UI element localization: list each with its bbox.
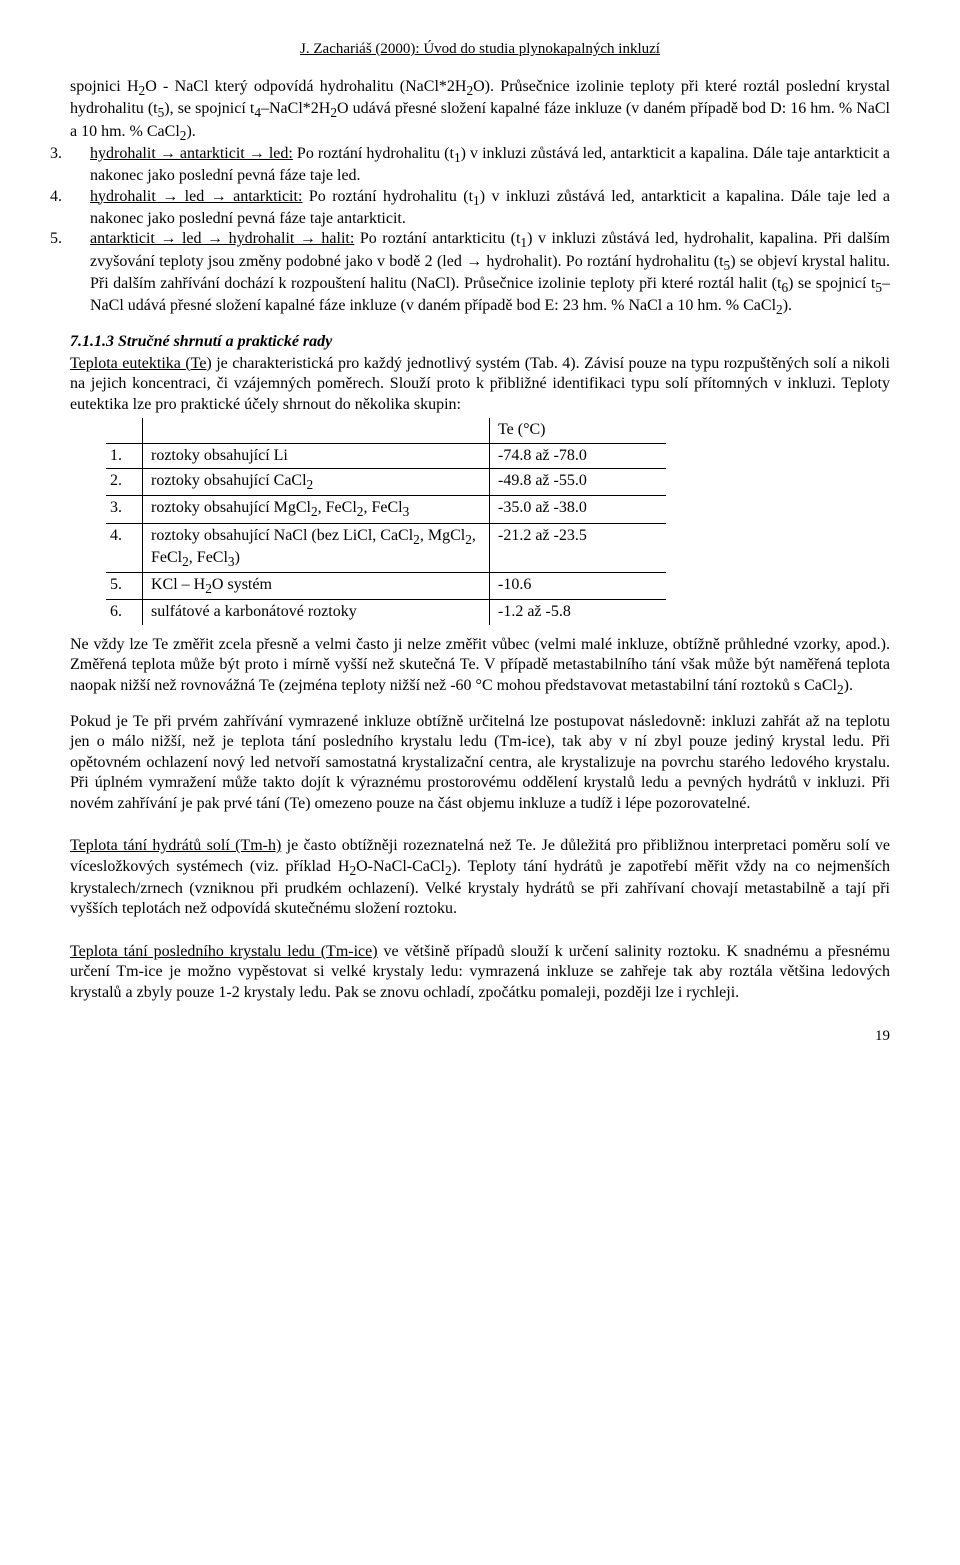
table-row: 4. roztoky obsahující NaCl (bez LiCl, Ca… <box>106 523 666 572</box>
table-cell: -49.8 až -55.0 <box>490 469 667 496</box>
table-cell: -74.8 až -78.0 <box>490 443 667 468</box>
para-te-note: Ne vždy lze Te změřit zcela přesně a vel… <box>70 635 890 698</box>
table-row: 1. roztoky obsahující Li -74.8 až -78.0 <box>106 443 666 468</box>
table-cell: KCl – H2O systém <box>143 572 490 599</box>
table-cell: roztoky obsahující NaCl (bez LiCl, CaCl2… <box>143 523 490 572</box>
table-cell: sulfátové a karbonátové roztoky <box>143 600 490 625</box>
table-cell: roztoky obsahující Li <box>143 443 490 468</box>
table-cell: 6. <box>106 600 143 625</box>
intro-part-4: 4.hydrohalit → led → antarkticit: Po roz… <box>90 187 890 230</box>
table-cell: roztoky obsahující MgCl2, FeCl2, FeCl3 <box>143 496 490 523</box>
table-row: 2. roztoky obsahující CaCl2 -49.8 až -55… <box>106 469 666 496</box>
section-title: 7.1.1.3 Stručné shrnutí a praktické rady <box>70 332 890 352</box>
table-cell: roztoky obsahující CaCl2 <box>143 469 490 496</box>
page-number: 19 <box>70 1027 890 1046</box>
eutectic-table: Te (°C) 1. roztoky obsahující Li -74.8 a… <box>106 418 666 625</box>
table-row: 5. KCl – H2O systém -10.6 <box>106 572 666 599</box>
table-cell: 1. <box>106 443 143 468</box>
table-cell: Te (°C) <box>490 418 667 443</box>
intro-part-3: 3.hydrohalit → antarkticit → led: Po roz… <box>90 144 890 187</box>
table-cell <box>106 418 143 443</box>
running-header: J. Zachariáš (2000): Úvod do studia plyn… <box>70 40 890 59</box>
table-cell: -10.6 <box>490 572 667 599</box>
table-row: 3. roztoky obsahující MgCl2, FeCl2, FeCl… <box>106 496 666 523</box>
intro-part-0: spojnici H2O - NaCl který odpovídá hydro… <box>70 77 890 144</box>
para-eutectic: Teplota eutektika (Te) je charakteristic… <box>70 354 890 415</box>
para-tmh: Teplota tání hydrátů solí (Tm-h) je čast… <box>70 836 890 920</box>
table-row: Te (°C) <box>106 418 666 443</box>
table-cell: -1.2 až -5.8 <box>490 600 667 625</box>
table-cell: -21.2 až -23.5 <box>490 523 667 572</box>
table-cell <box>143 418 490 443</box>
table-cell: 2. <box>106 469 143 496</box>
table-cell: 5. <box>106 572 143 599</box>
para-tmice: Teplota tání posledního krystalu ledu (T… <box>70 942 890 1003</box>
table-cell: 3. <box>106 496 143 523</box>
intro-part-5: 5.antarkticit → led → hydrohalit → halit… <box>90 229 890 318</box>
table-cell: -35.0 až -38.0 <box>490 496 667 523</box>
table-cell: 4. <box>106 523 143 572</box>
table-row: 6. sulfátové a karbonátové roztoky -1.2 … <box>106 600 666 625</box>
intro-block: spojnici H2O - NaCl který odpovídá hydro… <box>70 77 890 318</box>
para-te-proc: Pokud je Te při prvém zahřívání vymrazen… <box>70 712 890 814</box>
